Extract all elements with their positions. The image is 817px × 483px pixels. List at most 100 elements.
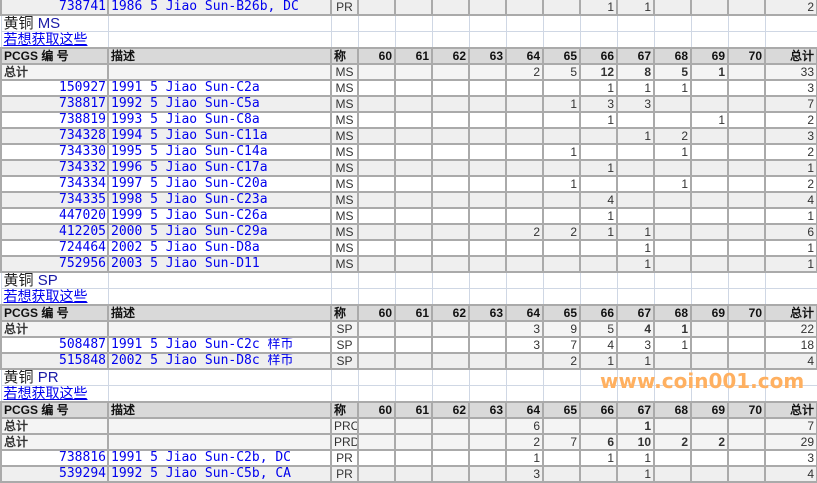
grade-count-cell[interactable] — [394, 111, 433, 129]
grade-count-cell[interactable] — [616, 143, 655, 161]
grade-count-cell[interactable]: 1 — [616, 449, 655, 467]
grade-count-cell[interactable] — [394, 255, 433, 273]
grade-count-cell[interactable]: 2 — [505, 223, 544, 241]
grade-count-cell[interactable] — [357, 255, 396, 273]
grade-count-cell[interactable] — [394, 143, 433, 161]
grade-count-cell[interactable] — [505, 191, 544, 209]
grade-count-cell[interactable] — [505, 143, 544, 161]
coin-description-link[interactable]: 1992 5 Jiao Sun-C5b, CA — [107, 465, 332, 483]
grade-count-cell[interactable] — [468, 79, 507, 97]
grade-count-cell[interactable] — [727, 255, 766, 273]
row-total-cell[interactable]: 6 — [764, 223, 817, 241]
grade-count-cell[interactable] — [542, 239, 581, 257]
coin-description-link[interactable]: 1997 5 Jiao Sun-C20a — [107, 175, 332, 193]
grade-count-cell[interactable] — [542, 207, 581, 225]
grade-count-cell[interactable] — [357, 336, 396, 354]
grade-count-cell[interactable] — [542, 111, 581, 129]
grade-count-cell[interactable] — [505, 0, 544, 16]
grade-count-cell[interactable] — [505, 175, 544, 193]
grade-count-cell[interactable] — [579, 175, 618, 193]
row-total-cell[interactable]: 4 — [764, 352, 817, 370]
grade-count-cell[interactable] — [431, 352, 470, 370]
grade-count-cell[interactable] — [468, 207, 507, 225]
grade-count-cell[interactable] — [431, 175, 470, 193]
grade-count-cell[interactable] — [690, 207, 729, 225]
grade-count-cell[interactable] — [690, 191, 729, 209]
grade-count-cell[interactable] — [431, 449, 470, 467]
grade-count-cell[interactable] — [431, 0, 470, 16]
grade-count-cell[interactable]: 4 — [579, 191, 618, 209]
pcgs-number-link[interactable]: 738817 — [0, 95, 109, 113]
pcgs-number-link[interactable]: 734335 — [0, 191, 109, 209]
pcgs-number-link[interactable]: 412205 — [0, 223, 109, 241]
grade-count-cell[interactable] — [579, 127, 618, 145]
coin-description-link[interactable]: 1991 5 Jiao Sun-C2b, DC — [107, 449, 332, 467]
grade-count-cell[interactable]: 1 — [616, 0, 655, 16]
grade-count-cell[interactable] — [394, 465, 433, 483]
pcgs-number-link[interactable]: 447020 — [0, 207, 109, 225]
grade-count-cell[interactable] — [690, 0, 729, 16]
grade-count-cell[interactable] — [690, 143, 729, 161]
grade-count-cell[interactable]: 1 — [542, 143, 581, 161]
row-total-cell[interactable]: 4 — [764, 465, 817, 483]
grade-count-cell[interactable] — [357, 207, 396, 225]
pcgs-number-link[interactable]: 738816 — [0, 449, 109, 467]
grade-count-cell[interactable] — [542, 449, 581, 467]
grade-count-cell[interactable]: 1 — [616, 465, 655, 483]
grade-count-cell[interactable] — [579, 465, 618, 483]
grade-count-cell[interactable] — [653, 239, 692, 257]
grade-count-cell[interactable] — [727, 79, 766, 97]
grade-count-cell[interactable] — [727, 239, 766, 257]
grade-count-cell[interactable] — [357, 79, 396, 97]
grade-count-cell[interactable] — [542, 159, 581, 177]
grade-count-cell[interactable] — [727, 111, 766, 129]
grade-count-cell[interactable]: 4 — [579, 336, 618, 354]
grade-count-cell[interactable]: 1 — [616, 223, 655, 241]
grade-count-cell[interactable] — [357, 239, 396, 257]
grade-count-cell[interactable] — [727, 95, 766, 113]
pcgs-number-link[interactable]: 508487 — [0, 336, 109, 354]
grade-count-cell[interactable] — [468, 127, 507, 145]
grade-count-cell[interactable] — [468, 175, 507, 193]
coin-description-link[interactable]: 2000 5 Jiao Sun-C29a — [107, 223, 332, 241]
grade-count-cell[interactable]: 3 — [616, 336, 655, 354]
grade-count-cell[interactable] — [727, 207, 766, 225]
coin-description-link[interactable]: 1991 5 Jiao Sun-C2a — [107, 79, 332, 97]
grade-count-cell[interactable] — [357, 95, 396, 113]
grade-count-cell[interactable]: 1 — [579, 352, 618, 370]
grade-count-cell[interactable]: 3 — [505, 336, 544, 354]
pcgs-number-link[interactable]: 724464 — [0, 239, 109, 257]
grade-count-cell[interactable]: 1 — [542, 95, 581, 113]
grade-count-cell[interactable] — [431, 191, 470, 209]
grade-count-cell[interactable] — [579, 143, 618, 161]
pcgs-number-link[interactable]: 738741 — [0, 0, 109, 16]
grade-count-cell[interactable] — [431, 255, 470, 273]
grade-count-cell[interactable] — [357, 0, 396, 16]
grade-count-cell[interactable] — [727, 159, 766, 177]
grade-count-cell[interactable] — [431, 465, 470, 483]
grade-count-cell[interactable] — [727, 336, 766, 354]
grade-count-cell[interactable] — [357, 352, 396, 370]
grade-count-cell[interactable] — [690, 352, 729, 370]
grade-count-cell[interactable] — [394, 175, 433, 193]
pcgs-number-link[interactable]: 515848 — [0, 352, 109, 370]
grade-count-cell[interactable] — [727, 449, 766, 467]
grade-count-cell[interactable] — [542, 0, 581, 16]
grade-count-cell[interactable] — [357, 449, 396, 467]
grade-count-cell[interactable] — [653, 352, 692, 370]
row-total-cell[interactable]: 1 — [764, 159, 817, 177]
grade-count-cell[interactable]: 1 — [616, 255, 655, 273]
coin-description-link[interactable]: 1986 5 Jiao Sun-B26b, DC — [107, 0, 332, 16]
grade-count-cell[interactable]: 1 — [653, 143, 692, 161]
grade-count-cell[interactable] — [431, 159, 470, 177]
coin-description-link[interactable]: 1996 5 Jiao Sun-C17a — [107, 159, 332, 177]
row-total-cell[interactable]: 2 — [764, 0, 817, 16]
grade-count-cell[interactable] — [357, 175, 396, 193]
grade-count-cell[interactable] — [505, 127, 544, 145]
grade-count-cell[interactable]: 1 — [616, 352, 655, 370]
grade-count-cell[interactable] — [357, 159, 396, 177]
grade-count-cell[interactable]: 1 — [579, 0, 618, 16]
grade-count-cell[interactable] — [394, 239, 433, 257]
grade-count-cell[interactable] — [505, 79, 544, 97]
grade-count-cell[interactable] — [505, 352, 544, 370]
